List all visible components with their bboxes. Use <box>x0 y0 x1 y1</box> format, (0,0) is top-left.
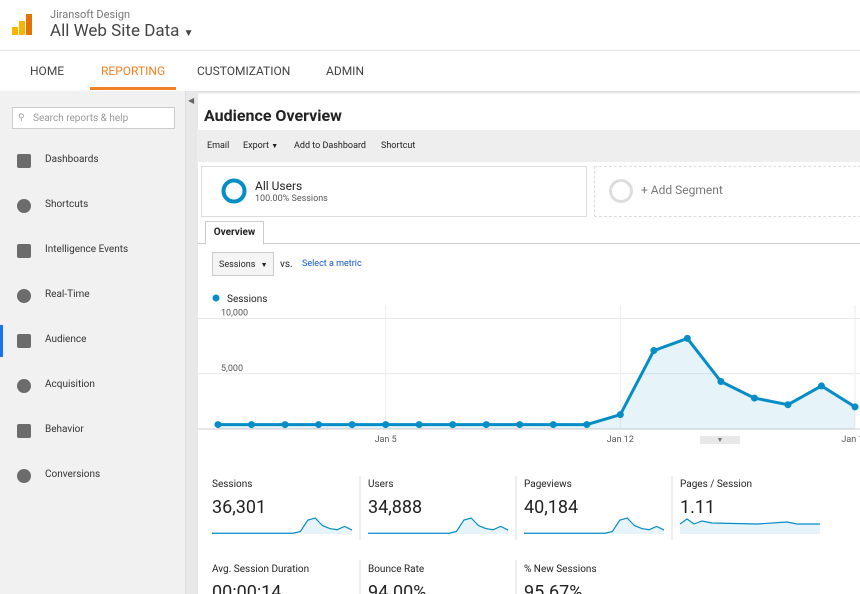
point <box>416 421 423 428</box>
toolbar-label: Export <box>243 141 269 151</box>
sidebar-item[interactable]: Audience <box>45 334 86 345</box>
toolbar-button[interactable]: Shortcut <box>381 141 415 151</box>
point <box>617 411 624 418</box>
point <box>583 421 590 428</box>
legend-label: Sessions <box>227 294 267 305</box>
point <box>818 382 825 389</box>
x-tick-label: Jan 12 <box>607 435 634 445</box>
sidebar-icon <box>17 244 31 258</box>
sidebar-icon <box>17 154 31 168</box>
scorecard-value: 00:00:14 <box>212 582 281 594</box>
segment-detail: 100.00% Sessions <box>255 194 328 204</box>
add-segment-icon <box>607 177 635 205</box>
sidebar-icon <box>17 334 31 348</box>
metric-dropdown[interactable]: Sessions ▼ <box>212 252 274 276</box>
scorecard-value: 1.11 <box>680 497 715 518</box>
nav-tab[interactable]: ADMIN <box>326 64 364 78</box>
point <box>382 421 389 428</box>
logo <box>12 14 34 36</box>
sidebar-icon <box>17 424 31 438</box>
x-tick-label: Jan 19 <box>841 435 860 445</box>
search-icon: ⚲ <box>18 113 25 123</box>
y-tick-label: 10,000 <box>221 309 248 319</box>
sidebar-item[interactable]: Conversions <box>45 469 100 480</box>
property-selector[interactable]: All Web Site Data ▼ <box>50 21 194 41</box>
scorecard-value: 94.00% <box>368 582 426 594</box>
sidebar-item[interactable]: Shortcuts <box>45 199 88 210</box>
scorecard-label: Avg. Session Duration <box>212 564 309 575</box>
nav-tab[interactable]: REPORTING <box>101 64 165 78</box>
point <box>315 421 322 428</box>
sidebar-item[interactable]: Dashboards <box>45 154 99 165</box>
sparkline-area <box>368 518 508 534</box>
tab-line <box>197 243 860 244</box>
point <box>516 421 523 428</box>
sidebar-icon <box>17 379 31 393</box>
toolbar-button[interactable]: Export ▼ <box>243 141 278 151</box>
scorecard-label: % New Sessions <box>524 564 597 575</box>
chart: Sessions 5,000 10,000 Jan 5 Jan 12 Jan 19 <box>197 285 860 445</box>
point <box>349 421 356 428</box>
sidebar-item[interactable]: Acquisition <box>45 379 95 390</box>
sidebar-item[interactable]: Intelligence Events <box>45 244 128 255</box>
scorecard-value: 95.67% <box>524 582 582 594</box>
nav-tab[interactable]: HOME <box>30 64 64 78</box>
metric-label: Sessions <box>219 260 255 270</box>
property-name: All Web Site Data <box>50 21 179 41</box>
select-metric-link[interactable]: Select a metric <box>302 259 362 269</box>
point <box>449 421 456 428</box>
point <box>684 335 691 342</box>
point <box>282 421 289 428</box>
scorecard-value: 34,888 <box>368 497 422 518</box>
chart-toggle[interactable]: ▼ <box>700 436 740 444</box>
search-box[interactable]: Search reports & help <box>12 107 175 129</box>
area <box>218 338 855 429</box>
search-placeholder: Search reports & help <box>33 113 128 124</box>
point <box>215 421 222 428</box>
scorecard-label: Sessions <box>212 479 252 490</box>
scorecard-value: 36,301 <box>212 497 266 518</box>
sparkline-area <box>524 518 664 534</box>
add-segment-label: + Add Segment <box>641 183 723 197</box>
point <box>717 378 724 385</box>
active-underline <box>90 87 176 90</box>
sidebar-icon <box>17 289 31 303</box>
nav-tab[interactable]: CUSTOMIZATION <box>197 64 290 78</box>
point <box>483 421 490 428</box>
point <box>550 421 557 428</box>
point <box>650 347 657 354</box>
point <box>852 403 859 410</box>
legend-marker <box>213 295 220 302</box>
toolbar-button[interactable]: Email <box>207 141 229 151</box>
scorecard-value: 40,184 <box>524 497 578 518</box>
tab-label: Overview <box>214 227 256 238</box>
vs-label: vs. <box>280 259 293 270</box>
point <box>751 395 758 402</box>
sidebar-item[interactable]: Real-Time <box>45 289 90 300</box>
tab[interactable]: Overview <box>205 221 264 245</box>
page-title: Audience Overview <box>204 106 342 125</box>
sidebar-icon <box>17 469 31 483</box>
segment-icon <box>220 177 248 205</box>
sidebar-icon <box>17 199 31 213</box>
scorecard-label: Pages / Session <box>680 479 752 490</box>
scorecard-label: Users <box>368 479 394 490</box>
scorecards: Sessions 36,301 Users 34,888 Pageviews 40,184… <box>197 470 860 594</box>
point <box>248 421 255 428</box>
y-tick-label: 5,000 <box>221 364 243 374</box>
point <box>784 401 791 408</box>
scorecard-label: Bounce Rate <box>368 564 424 575</box>
sparkline-area <box>212 518 352 534</box>
x-tick-label: Jan 5 <box>375 435 397 445</box>
sidebar-item[interactable]: Behavior <box>45 424 84 435</box>
org-name: Jiransoft Design <box>50 8 130 21</box>
scorecard-label: Pageviews <box>524 479 572 490</box>
active-indicator <box>0 325 3 357</box>
toolbar-button[interactable]: Add to Dashboard <box>294 141 366 151</box>
segment-name: All Users <box>255 179 302 193</box>
